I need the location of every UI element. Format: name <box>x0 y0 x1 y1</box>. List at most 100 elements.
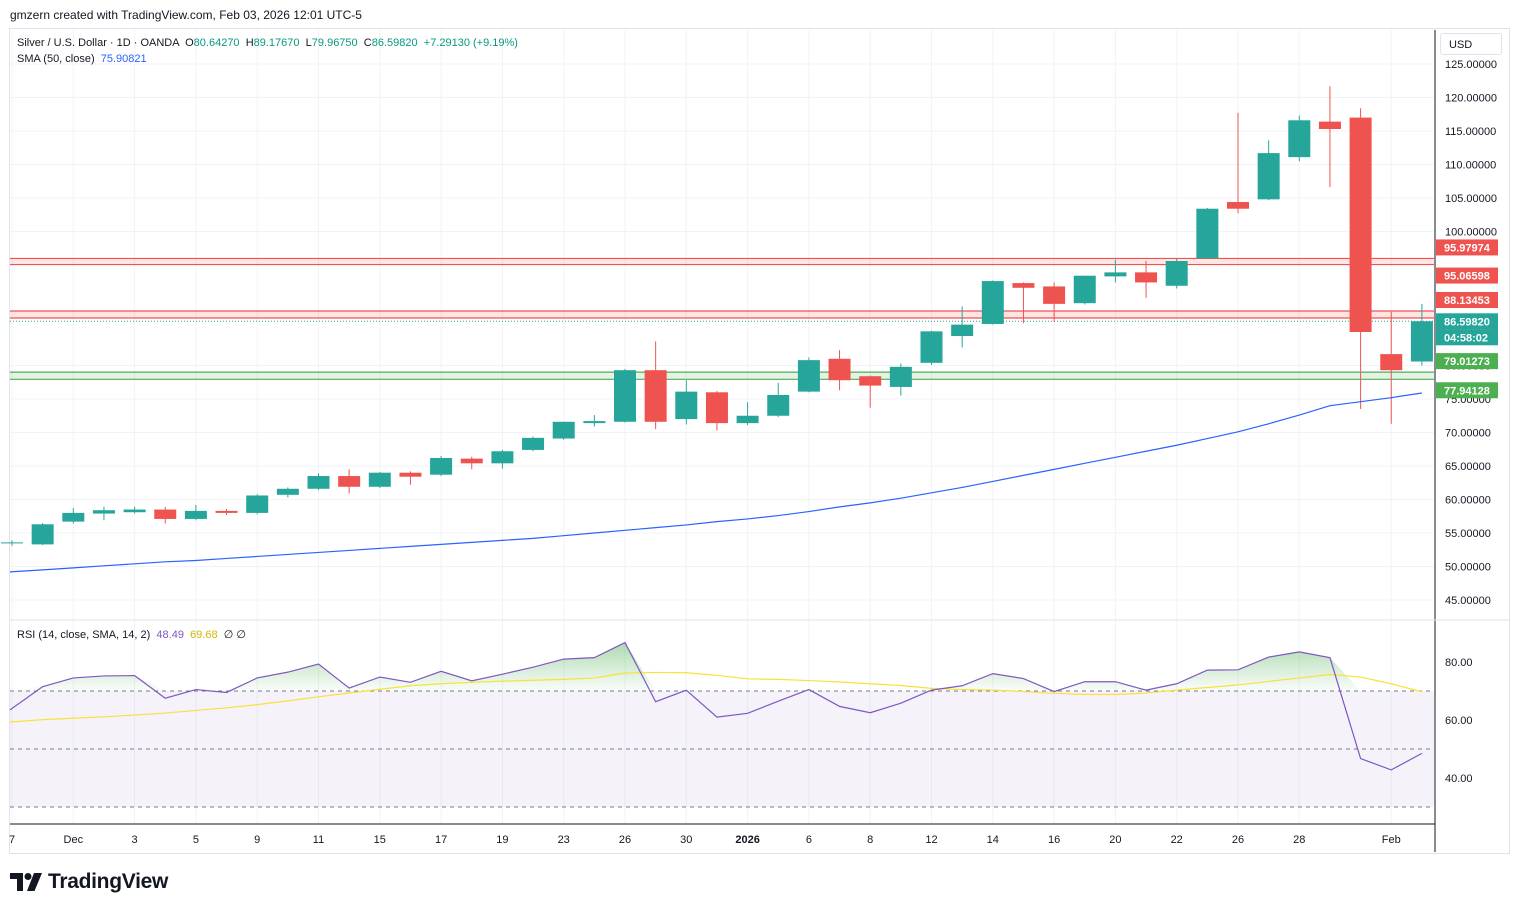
candle-down <box>859 376 882 386</box>
resistance-zone <box>10 258 1434 265</box>
time-tick-label: 20 <box>1109 834 1121 846</box>
countdown-badge-bg <box>1436 329 1498 346</box>
chart-legend: Silver / U.S. Dollar · 1D · OANDA O80.64… <box>17 35 518 67</box>
rsi-tick-label: 40.00 <box>1445 773 1473 785</box>
candle-up <box>62 512 85 522</box>
candle-down <box>1349 117 1372 332</box>
time-tick-label: 5 <box>193 834 199 846</box>
brand-name: TradingView <box>48 870 169 893</box>
symbol-title[interactable]: Silver / U.S. Dollar · 1D · OANDA <box>17 37 179 49</box>
candle-up <box>31 524 54 545</box>
price-tick-label: 110.00000 <box>1445 160 1496 172</box>
candle-down <box>828 358 851 381</box>
candle-up <box>583 421 606 424</box>
candle-down <box>338 476 361 487</box>
time-tick-label: 28 <box>1293 834 1305 846</box>
time-tick-label: 30 <box>680 834 692 846</box>
candle-down <box>1380 354 1403 371</box>
resistance-bottom-badge-bg <box>1436 267 1498 284</box>
last-price-badge-bg <box>1436 313 1498 330</box>
candle-up <box>307 476 330 489</box>
sma-value: 75.90821 <box>100 53 147 65</box>
candle-down <box>644 370 667 422</box>
open-label: O <box>185 37 194 49</box>
currency-selector[interactable]: USD <box>1440 33 1502 55</box>
resistance-top-badge-bg <box>1436 239 1498 256</box>
header-credit: gmzern created with TradingView.com, Feb… <box>10 8 362 22</box>
candle-up <box>491 451 514 464</box>
candle-up <box>184 510 207 519</box>
rsi-lines <box>9 641 1423 771</box>
price-tick-label: 50.00000 <box>1445 562 1491 574</box>
candle-up <box>951 324 974 337</box>
chart-frame <box>9 28 1510 854</box>
time-tick-label: 19 <box>496 834 508 846</box>
price-tick-label: 115.00000 <box>1445 126 1496 138</box>
candle-up <box>767 394 790 416</box>
time-tick-label: 7 <box>9 834 15 846</box>
rsi-legend: RSI (14, close, SMA, 14, 2) 48.49 69.68 … <box>17 628 246 641</box>
time-tick-label: 9 <box>254 834 260 846</box>
price-tick-label: 45.00000 <box>1445 595 1491 607</box>
candles <box>1 86 1433 546</box>
candle-up <box>1104 272 1127 277</box>
support-bottom-badge: 77.94128 <box>1444 385 1490 397</box>
candle-up <box>1288 120 1311 158</box>
rsi-extra-values: ∅ ∅ <box>223 629 246 641</box>
rsi-line <box>9 641 1423 771</box>
price-tick-label: 65.00000 <box>1445 461 1491 473</box>
candle-down <box>1012 283 1035 288</box>
price-tick-label: 120.00000 <box>1445 93 1497 105</box>
support-top-badge: 79.01273 <box>1444 356 1490 368</box>
candle-down <box>705 392 728 424</box>
time-tick-label: 11 <box>313 834 324 846</box>
rsi-value: 48.49 <box>156 629 184 641</box>
time-tick-label: 6 <box>806 834 812 846</box>
time-tick-label: Feb <box>1382 834 1401 846</box>
time-tick-label: 17 <box>435 834 447 846</box>
sma-label[interactable]: SMA (50, close) <box>17 53 95 65</box>
candle-up <box>614 370 636 422</box>
change-value: +7.29130 (+9.19%) <box>423 37 518 49</box>
price-tick-label: 70.00000 <box>1445 428 1491 440</box>
resistance-top-badge-bg <box>1436 291 1498 308</box>
candle-up <box>920 331 943 363</box>
resistance-top-badge: 95.97974 <box>1444 242 1491 254</box>
candle-up <box>1410 321 1433 362</box>
rsi-label[interactable]: RSI (14, close, SMA, 14, 2) <box>17 629 151 641</box>
time-tick-label: 8 <box>867 834 873 846</box>
rsi-tick-label: 80.00 <box>1445 657 1473 669</box>
resistance-zone <box>10 310 1434 319</box>
sma-row: SMA (50, close) 75.90821 <box>17 51 518 67</box>
candle-up <box>368 472 391 487</box>
candle-up <box>246 495 269 513</box>
rsi-sma-value: 69.68 <box>190 629 218 641</box>
support-zone <box>10 372 1434 380</box>
candle-up <box>522 437 545 450</box>
axes: 125.00000 120.00000 115.00000 110.00000 105.… <box>9 30 1509 852</box>
candle-up <box>1165 260 1188 286</box>
candle-down <box>1043 286 1066 304</box>
support-bottom-badge-bg <box>1436 382 1498 399</box>
candle-up <box>552 421 575 439</box>
time-tick-label: 26 <box>1232 834 1244 846</box>
candle-down <box>399 472 422 477</box>
low-value: 79.96750 <box>311 37 358 49</box>
rsi-sma-line <box>9 671 1423 723</box>
candle-up <box>1257 153 1280 200</box>
sma-line <box>9 392 1422 573</box>
candle-down <box>154 509 177 519</box>
tradingview-logo-icon <box>10 873 42 891</box>
candle-up <box>430 457 453 475</box>
time-tick-label: 2026 <box>735 834 759 846</box>
candle-down <box>1318 121 1341 129</box>
brand: TradingView <box>10 870 168 894</box>
rsi-band-background <box>10 690 1434 808</box>
high-value: 89.17670 <box>253 37 300 49</box>
time-tick-label: Dec <box>64 834 84 846</box>
time-tick-label: 22 <box>1171 834 1183 846</box>
candle-up <box>123 509 146 513</box>
open-value: 80.64270 <box>193 37 240 49</box>
time-tick-label: 16 <box>1048 834 1060 846</box>
